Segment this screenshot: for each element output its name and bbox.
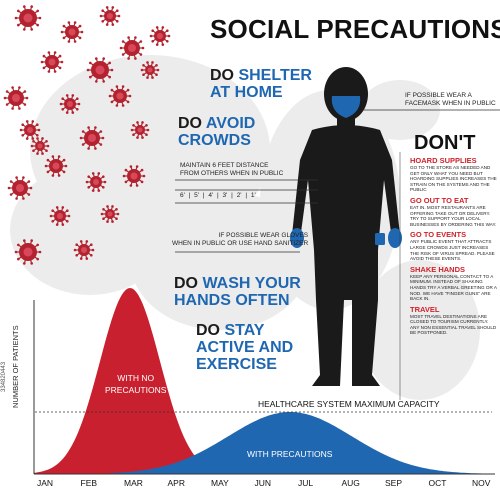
pointer-lines <box>175 109 500 400</box>
right-glove-icon <box>388 228 402 248</box>
month-label: JUL <box>298 478 314 488</box>
watermark-id: 334820443 <box>1 361 7 392</box>
do-avoid-crowds-text: DO AVOID CROWDS <box>178 115 256 149</box>
virus-cluster <box>3 5 171 265</box>
distance-ruler: 6' | 5' | 4' | 3' | 2' | 1' <box>180 192 256 199</box>
virus-icon <box>19 120 41 140</box>
virus-icon <box>40 51 64 73</box>
virus-icon <box>119 36 145 60</box>
month-label: OCT <box>428 478 447 488</box>
month-label: SEP <box>385 478 403 488</box>
virus-icon <box>86 57 114 83</box>
month-label: AUG <box>341 478 360 488</box>
month-label: FEB <box>80 478 98 488</box>
month-label: MAY <box>211 478 229 488</box>
capacity-label: HEALTHCARE SYSTEM MAXIMUM CAPACITY <box>258 399 440 409</box>
month-label: JAN <box>37 478 54 488</box>
sanitizer-bottle-icon <box>375 233 385 245</box>
left-glove-icon <box>290 228 304 248</box>
no-precautions-curve <box>34 288 240 474</box>
month-label: MAR <box>124 478 143 488</box>
virus-icon <box>60 21 84 43</box>
do-stay-active-text: DO STAY ACTIVE AND EXERCISE <box>196 322 294 373</box>
virus-icon <box>130 121 150 139</box>
virus-icon <box>14 239 42 265</box>
dont-item: SHAKE HANDS KEEP ANY PERSONAL CONTACT TO… <box>410 264 497 302</box>
dont-item: TRAVEL MOST TRAVEL DESTINATIONS ARE CLOS… <box>410 304 497 336</box>
virus-icon <box>100 205 120 223</box>
virus-icon <box>3 86 29 110</box>
gloves-note: IF POSSIBLE WEAR GLOVES WHEN IN PUBLIC O… <box>172 232 309 247</box>
virus-icon <box>122 165 146 187</box>
virus-icon <box>7 176 33 200</box>
virus-icon <box>14 5 42 31</box>
virus-icon <box>59 94 81 114</box>
dont-title: DON'T <box>414 132 476 154</box>
facemask-note: IF POSSIBLE WEAR A FACEMASK WHEN IN PUBL… <box>405 92 496 107</box>
epidemic-chart <box>33 288 495 475</box>
with-precautions-label: WITH PRECAUTIONS <box>247 449 333 459</box>
virus-icon <box>149 26 171 46</box>
do-wash-hands-text: DO WASH YOUR HANDS OFTEN <box>174 275 301 309</box>
virus-icon <box>85 172 107 192</box>
page-title: SOCIAL PRECAUTIONS <box>210 14 500 44</box>
month-label: NOV <box>472 478 491 488</box>
with-precautions-curve <box>110 412 495 474</box>
face-mask-icon <box>331 96 361 118</box>
no-precautions-label: WITH NO PRECAUTIONS <box>105 373 167 395</box>
month-axis: JAN FEB MAR APR MAY JUN JUL AUG SEP OCT NOV <box>0 478 500 492</box>
dont-item: GO TO EVENTS ANY PUBLIC EVENT THAT ATTRA… <box>410 230 495 262</box>
virus-icon <box>140 61 160 79</box>
virus-icon <box>30 137 50 155</box>
y-axis-label: NUMBER OF PATIENTS <box>11 325 20 408</box>
dont-item: GO OUT TO EAT EAT IN. MOST RESTAURANTS A… <box>410 195 497 227</box>
distance-note: MAINTAIN 6 FEET DISTANCE FROM OTHERS WHE… <box>180 162 284 177</box>
month-label: APR <box>167 478 185 488</box>
virus-icon <box>79 126 105 150</box>
virus-icon <box>73 240 95 260</box>
virus-icon <box>49 206 71 226</box>
dont-list: HOARD SUPPLIES GO TO THE STORE AS NEEDED… <box>410 156 500 336</box>
virus-icon <box>108 85 132 107</box>
virus-icon <box>99 6 121 26</box>
month-label: JUN <box>254 478 272 488</box>
dont-item: HOARD SUPPLIES GO TO THE STORE AS NEEDED… <box>410 156 497 193</box>
virus-icon <box>44 155 68 177</box>
do-shelter-text: DO SHELTER AT HOME <box>210 67 312 101</box>
